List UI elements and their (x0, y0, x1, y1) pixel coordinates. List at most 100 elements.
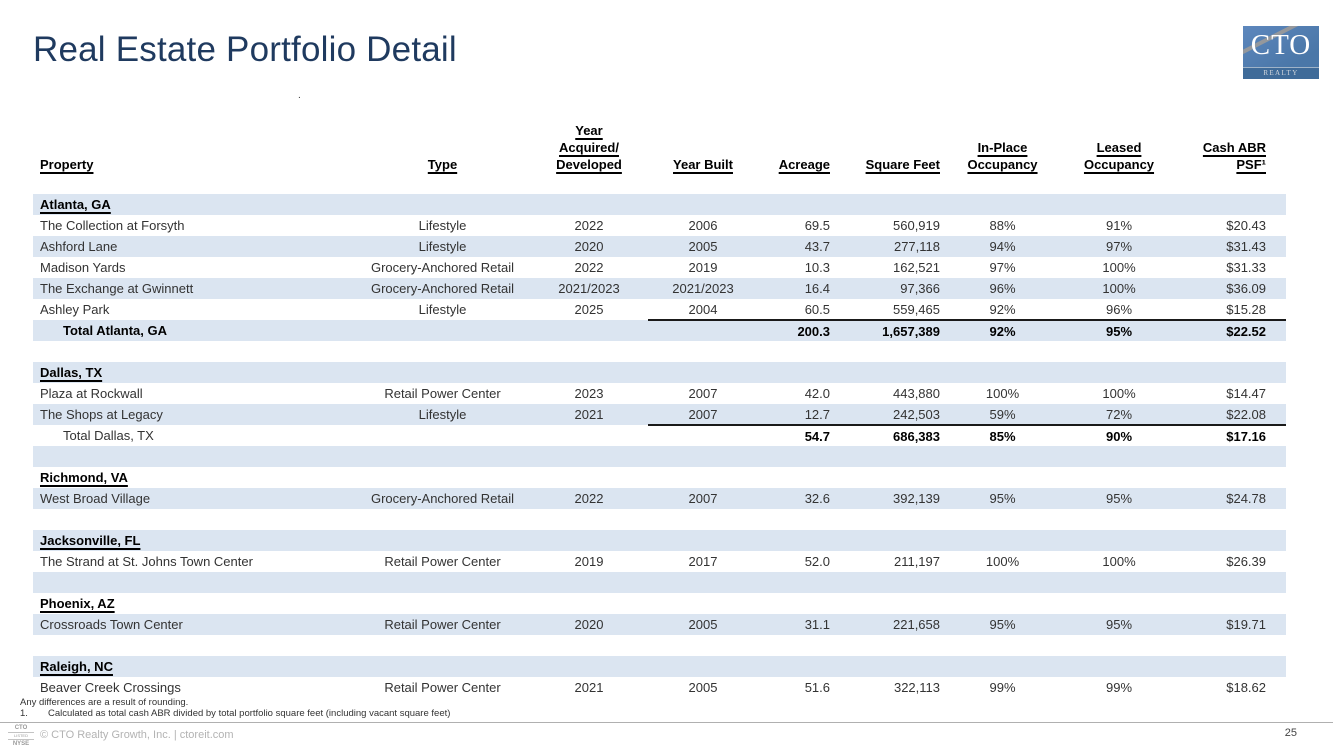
table-cell: Madison Yards (40, 260, 126, 275)
table-cell: Retail Power Center (384, 680, 501, 695)
table-cell: 100% (1102, 386, 1136, 401)
table-cell: 95% (1105, 617, 1133, 632)
table-cell (648, 362, 758, 383)
table-cell: Grocery-Anchored Retail (370, 281, 515, 296)
table-cell: $31.43 (1226, 239, 1266, 254)
table-cell: 43.7 (804, 239, 830, 254)
table-cell (1060, 509, 1178, 530)
table-cell: 2006 (688, 218, 718, 233)
table-cell: 97,366 (900, 281, 940, 296)
table-cell: The Strand at St. Johns Town Center (40, 554, 253, 569)
table-cell: Retail Power Center (384, 554, 501, 569)
table-cell: 2019 (574, 554, 604, 569)
rounding-note: Any differences are a result of rounding… (20, 697, 189, 708)
table-cell (1178, 635, 1286, 656)
table-cell (838, 362, 945, 383)
table-cell: 559,465 (893, 301, 940, 317)
table-cell: $24.78 (1226, 491, 1266, 506)
footnote-1: 1. Calculated as total cash ABR divided b… (20, 708, 450, 719)
table-cell: 2021/2023 (672, 281, 734, 296)
table-cell: 59% (989, 406, 1016, 422)
page-title: Real Estate Portfolio Detail (33, 30, 457, 69)
table-cell (1060, 341, 1178, 362)
table-cell (530, 572, 648, 593)
table-cell (648, 424, 758, 446)
table-cell (945, 635, 1060, 656)
table-cell: 95% (989, 617, 1016, 632)
table-cell (355, 635, 530, 656)
table-cell (1060, 467, 1178, 488)
table-cell (838, 593, 945, 614)
table-cell (530, 593, 648, 614)
table-cell: 2022 (574, 491, 604, 506)
table-cell (1060, 530, 1178, 551)
table-cell: 99% (989, 680, 1016, 695)
table-cell: 91% (1105, 218, 1133, 233)
table-row: Crossroads Town Center Retail Power Cente… (33, 614, 1286, 635)
column-header-year_acquired: Year Acquired/Developed (556, 123, 622, 172)
table-cell: $18.62 (1226, 680, 1266, 695)
table-cell: 100% (985, 554, 1020, 569)
table-cell (1060, 572, 1178, 593)
table-cell (758, 341, 838, 362)
table-cell: 221,658 (893, 617, 940, 632)
table-cell: 95% (1060, 319, 1178, 341)
table-row: West Broad Village Grocery-Anchored Retai… (33, 488, 1286, 509)
table-cell (1060, 593, 1178, 614)
table-cell (530, 341, 648, 362)
logo-subtext: REALTY GROWTH (1243, 67, 1319, 79)
table-cell: 2005 (688, 239, 718, 254)
table-cell (530, 467, 648, 488)
table-cell: 97% (1105, 239, 1133, 254)
table-cell (530, 425, 648, 446)
table-cell: 72% (1105, 406, 1133, 422)
table-cell: 85% (945, 424, 1060, 446)
column-header-cash_abr: Cash ABR PSF¹ (1202, 140, 1266, 172)
table-cell (758, 593, 838, 614)
table-cell (648, 319, 758, 341)
section-row: Dallas, TX (33, 362, 1286, 383)
table-cell: Plaza at Rockwall (40, 386, 143, 401)
section-header-label: Jacksonville, FL (40, 533, 141, 548)
table-cell (648, 341, 758, 362)
table-cell (355, 593, 530, 614)
table-cell: $20.43 (1226, 218, 1266, 233)
table-cell (945, 593, 1060, 614)
column-header-property: Property (40, 157, 94, 172)
spacer-row (33, 509, 1286, 530)
column-header-square_feet: Square Feet (865, 157, 940, 172)
section-header-label: Dallas, TX (40, 365, 103, 380)
table-cell: Retail Power Center (384, 617, 501, 632)
spacer-row (33, 341, 1286, 362)
table-cell: $22.08 (1226, 406, 1266, 422)
table-cell (1178, 656, 1286, 677)
table-cell: $15.28 (1226, 301, 1266, 317)
table-cell (355, 341, 530, 362)
page-number: 25 (1284, 727, 1297, 739)
table-row: The Shops at Legacy Lifestyle 2021 2007 12.7… (33, 404, 1286, 425)
table-cell (355, 362, 530, 383)
column-header-in_place: In-Place Occupancy (967, 140, 1038, 172)
table-cell (530, 656, 648, 677)
table-cell (758, 446, 838, 467)
cto-realty-growth-logo: CTO REALTY GROWTH (1243, 26, 1319, 79)
table-cell: $31.33 (1226, 260, 1266, 275)
table-cell: 2007 (688, 491, 718, 506)
table-cell: Lifestyle (418, 239, 467, 254)
portfolio-table: Property Type Year Acquired/Developed Year B… (33, 120, 1286, 698)
table-cell (33, 509, 355, 530)
table-row: Ashford Lane Lifestyle 2020 2005 43.7 277,118… (33, 236, 1286, 257)
table-cell: 97% (989, 260, 1016, 275)
table-cell (945, 656, 1060, 677)
spacer-row (33, 446, 1286, 467)
table-cell: 96% (989, 281, 1016, 296)
table-cell (838, 572, 945, 593)
table-cell (530, 530, 648, 551)
table-cell: Phoenix, AZ (33, 593, 355, 614)
table-cell: 560,919 (893, 218, 940, 233)
table-cell: Ashley Park (40, 302, 110, 317)
table-cell: 10.3 (804, 260, 830, 275)
table-cell (945, 341, 1060, 362)
table-header-row: Property Type Year Acquired/Developed Year B… (33, 120, 1286, 173)
